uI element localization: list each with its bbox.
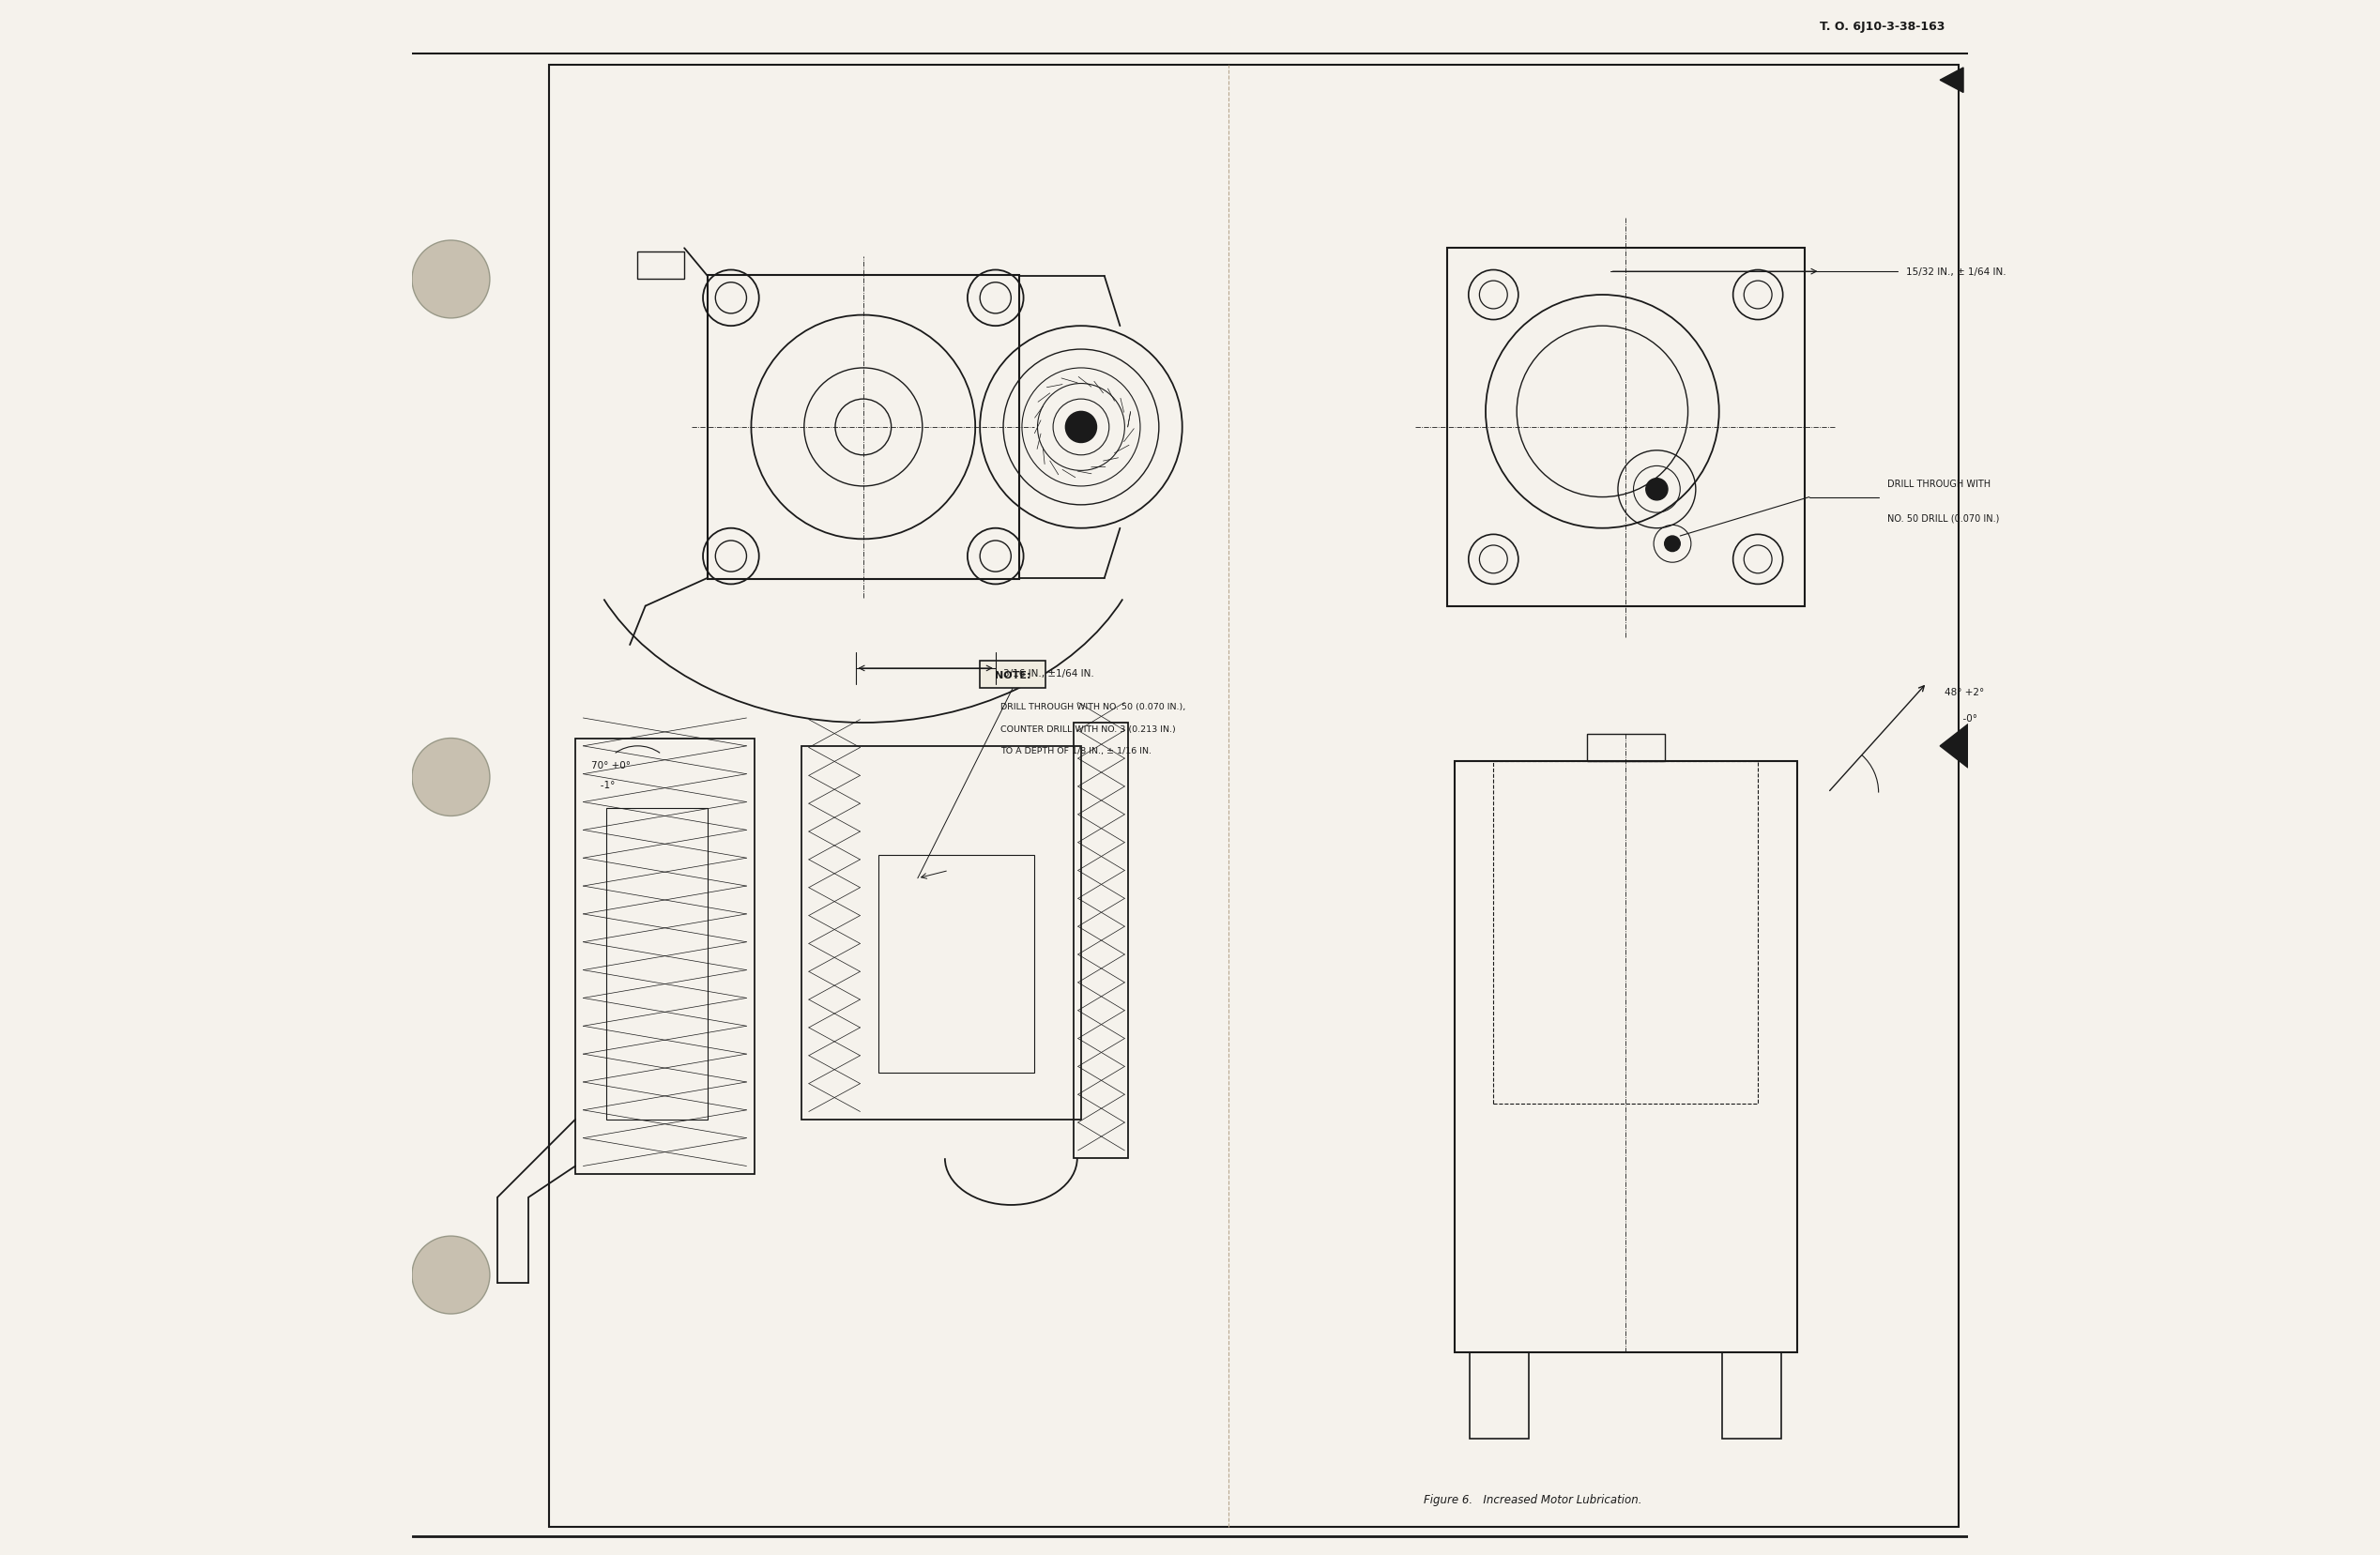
- Text: T. O. 6J10-3-38-163: T. O. 6J10-3-38-163: [1818, 20, 1944, 33]
- Circle shape: [1664, 536, 1680, 552]
- Polygon shape: [1940, 725, 1968, 768]
- Text: COUNTER DRILL WITH NO. 3 (0.213 IN.): COUNTER DRILL WITH NO. 3 (0.213 IN.): [1000, 725, 1176, 732]
- Bar: [707, 277, 1019, 580]
- Circle shape: [412, 739, 490, 816]
- Bar: [1723, 1353, 1780, 1438]
- Circle shape: [1647, 479, 1668, 501]
- Bar: [607, 809, 707, 1120]
- Text: NO. 50 DRILL (0.070 IN.): NO. 50 DRILL (0.070 IN.): [1887, 513, 1999, 522]
- Bar: [878, 855, 1035, 1073]
- Bar: [1447, 249, 1804, 606]
- Bar: [1471, 1353, 1530, 1438]
- Text: 48° +2°: 48° +2°: [1944, 687, 1985, 697]
- Bar: [1587, 734, 1664, 762]
- Bar: [981, 661, 1045, 689]
- Text: 70° +0°: 70° +0°: [590, 760, 631, 770]
- Polygon shape: [1940, 68, 1964, 93]
- Bar: [576, 739, 754, 1174]
- Bar: [1454, 762, 1797, 1353]
- Circle shape: [412, 241, 490, 319]
- Text: 15/32 IN., ± 1/64 IN.: 15/32 IN., ± 1/64 IN.: [1906, 267, 2006, 277]
- Text: DRILL THROUGH WITH: DRILL THROUGH WITH: [1887, 479, 1990, 488]
- Text: 3/16 IN., ±1/64 IN.: 3/16 IN., ±1/64 IN.: [1004, 669, 1095, 678]
- Text: Figure 6.   Increased Motor Lubrication.: Figure 6. Increased Motor Lubrication.: [1423, 1493, 1642, 1505]
- Bar: [802, 746, 1081, 1120]
- Text: -0°: -0°: [1944, 714, 1978, 723]
- Bar: [638, 252, 685, 280]
- Bar: [1492, 762, 1759, 1104]
- Circle shape: [412, 1236, 490, 1314]
- Bar: [1073, 723, 1128, 1158]
- Text: TO A DEPTH OF 1/8 IN., ± 1/16 IN.: TO A DEPTH OF 1/8 IN., ± 1/16 IN.: [1000, 746, 1152, 754]
- Text: NOTE:: NOTE:: [995, 670, 1031, 680]
- Text: -1°: -1°: [590, 781, 614, 790]
- Circle shape: [1066, 412, 1097, 443]
- Text: DRILL THROUGH WITH NO. 50 (0.070 IN.),: DRILL THROUGH WITH NO. 50 (0.070 IN.),: [1000, 703, 1185, 711]
